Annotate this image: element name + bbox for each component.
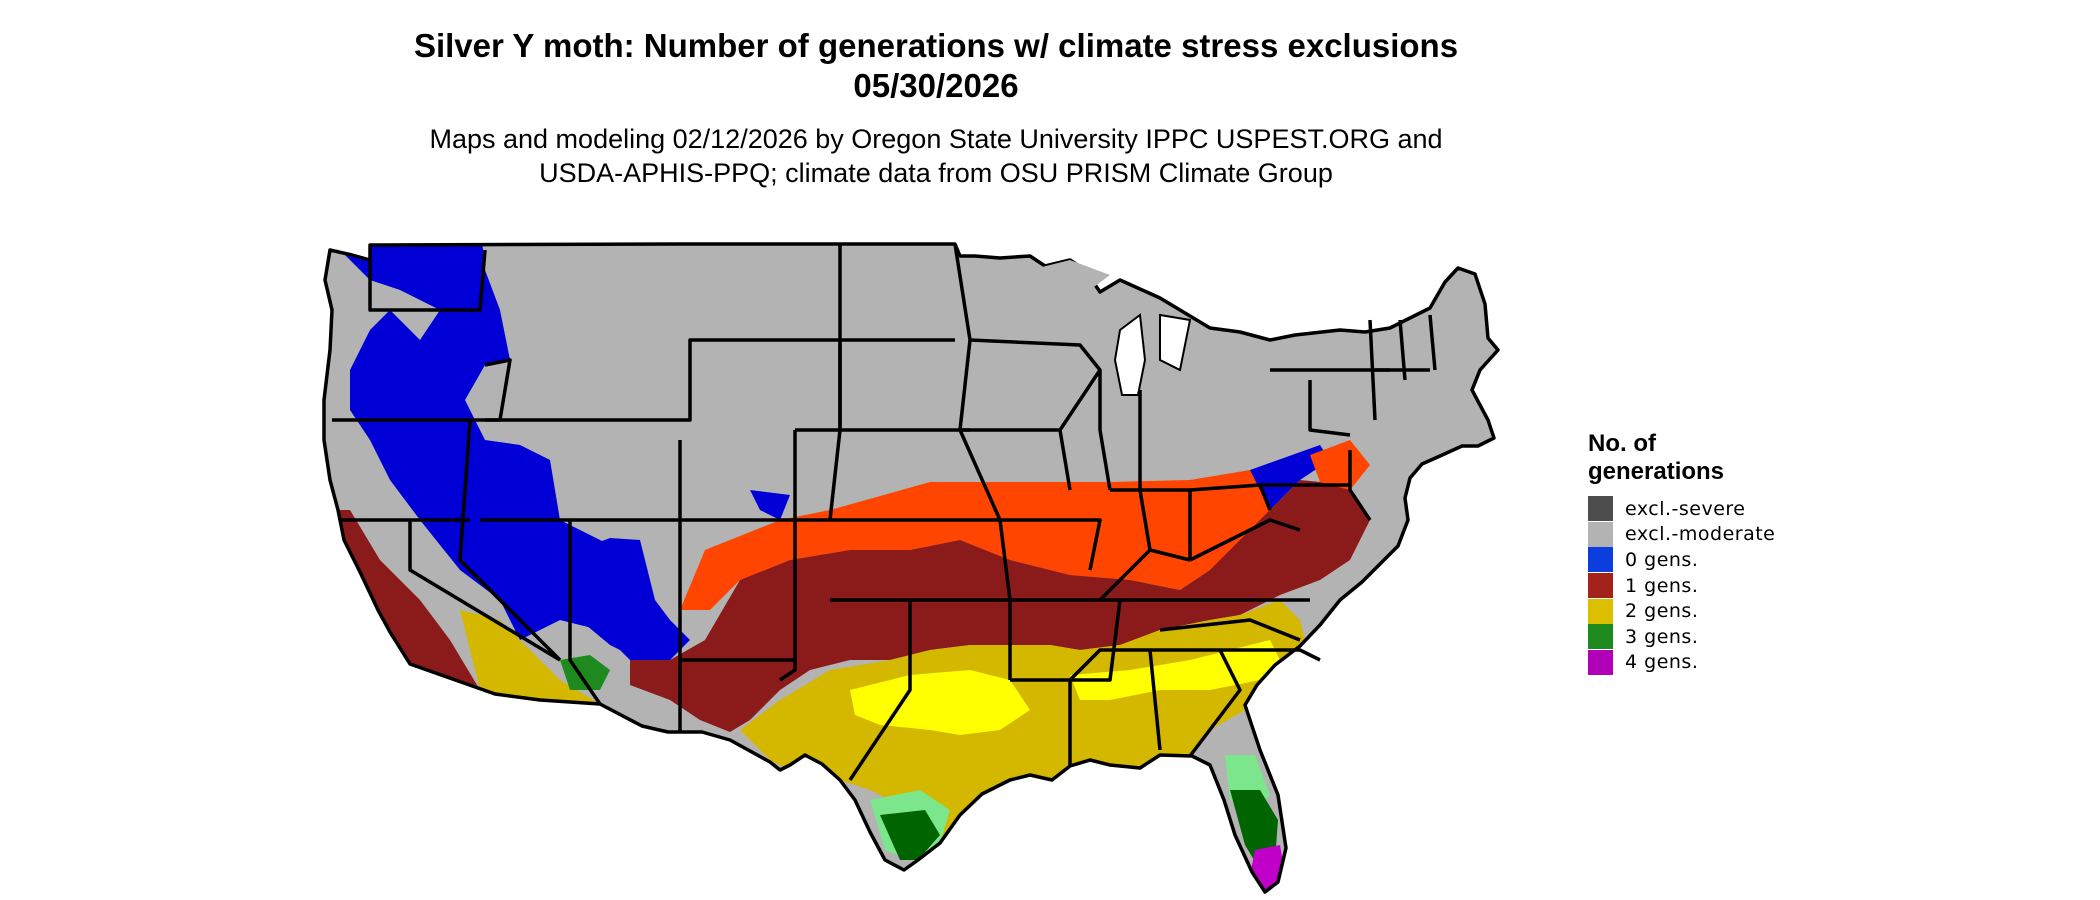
legend-item: 3 gens. — [1588, 624, 1775, 650]
legend-swatch — [1588, 598, 1613, 624]
region-three-gens-tx — [880, 810, 940, 860]
map-title-date: 05/30/2026 — [853, 67, 1019, 104]
region-zero-gens-colorado — [750, 490, 790, 520]
region-two-gens-light — [850, 640, 1280, 735]
legend-item: excl.-moderate — [1588, 521, 1776, 548]
legend-item: 4 gens. — [1588, 649, 1775, 676]
legend-items: excl.-severe excl.-moderate 0 gens. 1 ge… — [1588, 496, 1775, 675]
legend-label: 3 gens. — [1625, 625, 1699, 648]
region-one-gen-light — [680, 470, 1270, 610]
legend-item: excl.-severe — [1588, 496, 1775, 522]
map-title-line1: Silver Y moth: Number of generations w/ … — [413, 27, 1459, 64]
lake-michigan — [1113, 313, 1147, 396]
lake-huron — [1159, 313, 1192, 372]
legend-label: excl.-moderate — [1625, 523, 1776, 546]
legend-label: excl.-severe — [1625, 497, 1746, 520]
legend-swatch — [1588, 547, 1613, 573]
region-four-gens-fl — [1250, 845, 1285, 890]
legend-item: 2 gens. — [1588, 598, 1775, 624]
legend-label: 4 gens. — [1625, 651, 1699, 674]
us-generations-map — [322, 242, 1500, 894]
legend-label: 0 gens. — [1625, 548, 1699, 571]
region-one-gen-south — [324, 480, 1370, 732]
legend-swatch — [1588, 521, 1613, 547]
generation-regions — [324, 244, 1498, 892]
legend-swatch — [1588, 649, 1613, 675]
legend-item: 0 gens. — [1588, 547, 1775, 573]
legend-title-line2: generations — [1588, 458, 1725, 485]
legend: No. of generations excl.-severe excl.-mo… — [1588, 430, 1775, 675]
legend-swatch — [1588, 573, 1613, 599]
legend-title: No. of generations — [1588, 430, 1775, 486]
legend-label: 1 gens. — [1625, 574, 1699, 597]
legend-title-line1: No. of — [1588, 430, 1656, 457]
legend-swatch — [1588, 624, 1613, 650]
legend-item: 1 gens. — [1588, 573, 1775, 599]
region-one-gen-light-midatlantic — [1310, 440, 1370, 490]
legend-label: 2 gens. — [1625, 600, 1699, 623]
state-borders — [322, 242, 1500, 894]
region-zero-gens-arizona — [550, 520, 660, 660]
lake-superior — [1010, 260, 1110, 292]
map-title: Silver Y moth: Number of generations w/ … — [0, 26, 1872, 106]
map-subtitle: Maps and modeling 02/12/2026 by Oregon S… — [0, 122, 1872, 190]
map-subtitle-line1: Maps and modeling 02/12/2026 by Oregon S… — [429, 124, 1443, 154]
great-lakes — [1010, 260, 1192, 396]
legend-swatch — [1588, 496, 1613, 522]
map-subtitle-line2: USDA-APHIS-PPQ; climate data from OSU PR… — [539, 158, 1333, 188]
